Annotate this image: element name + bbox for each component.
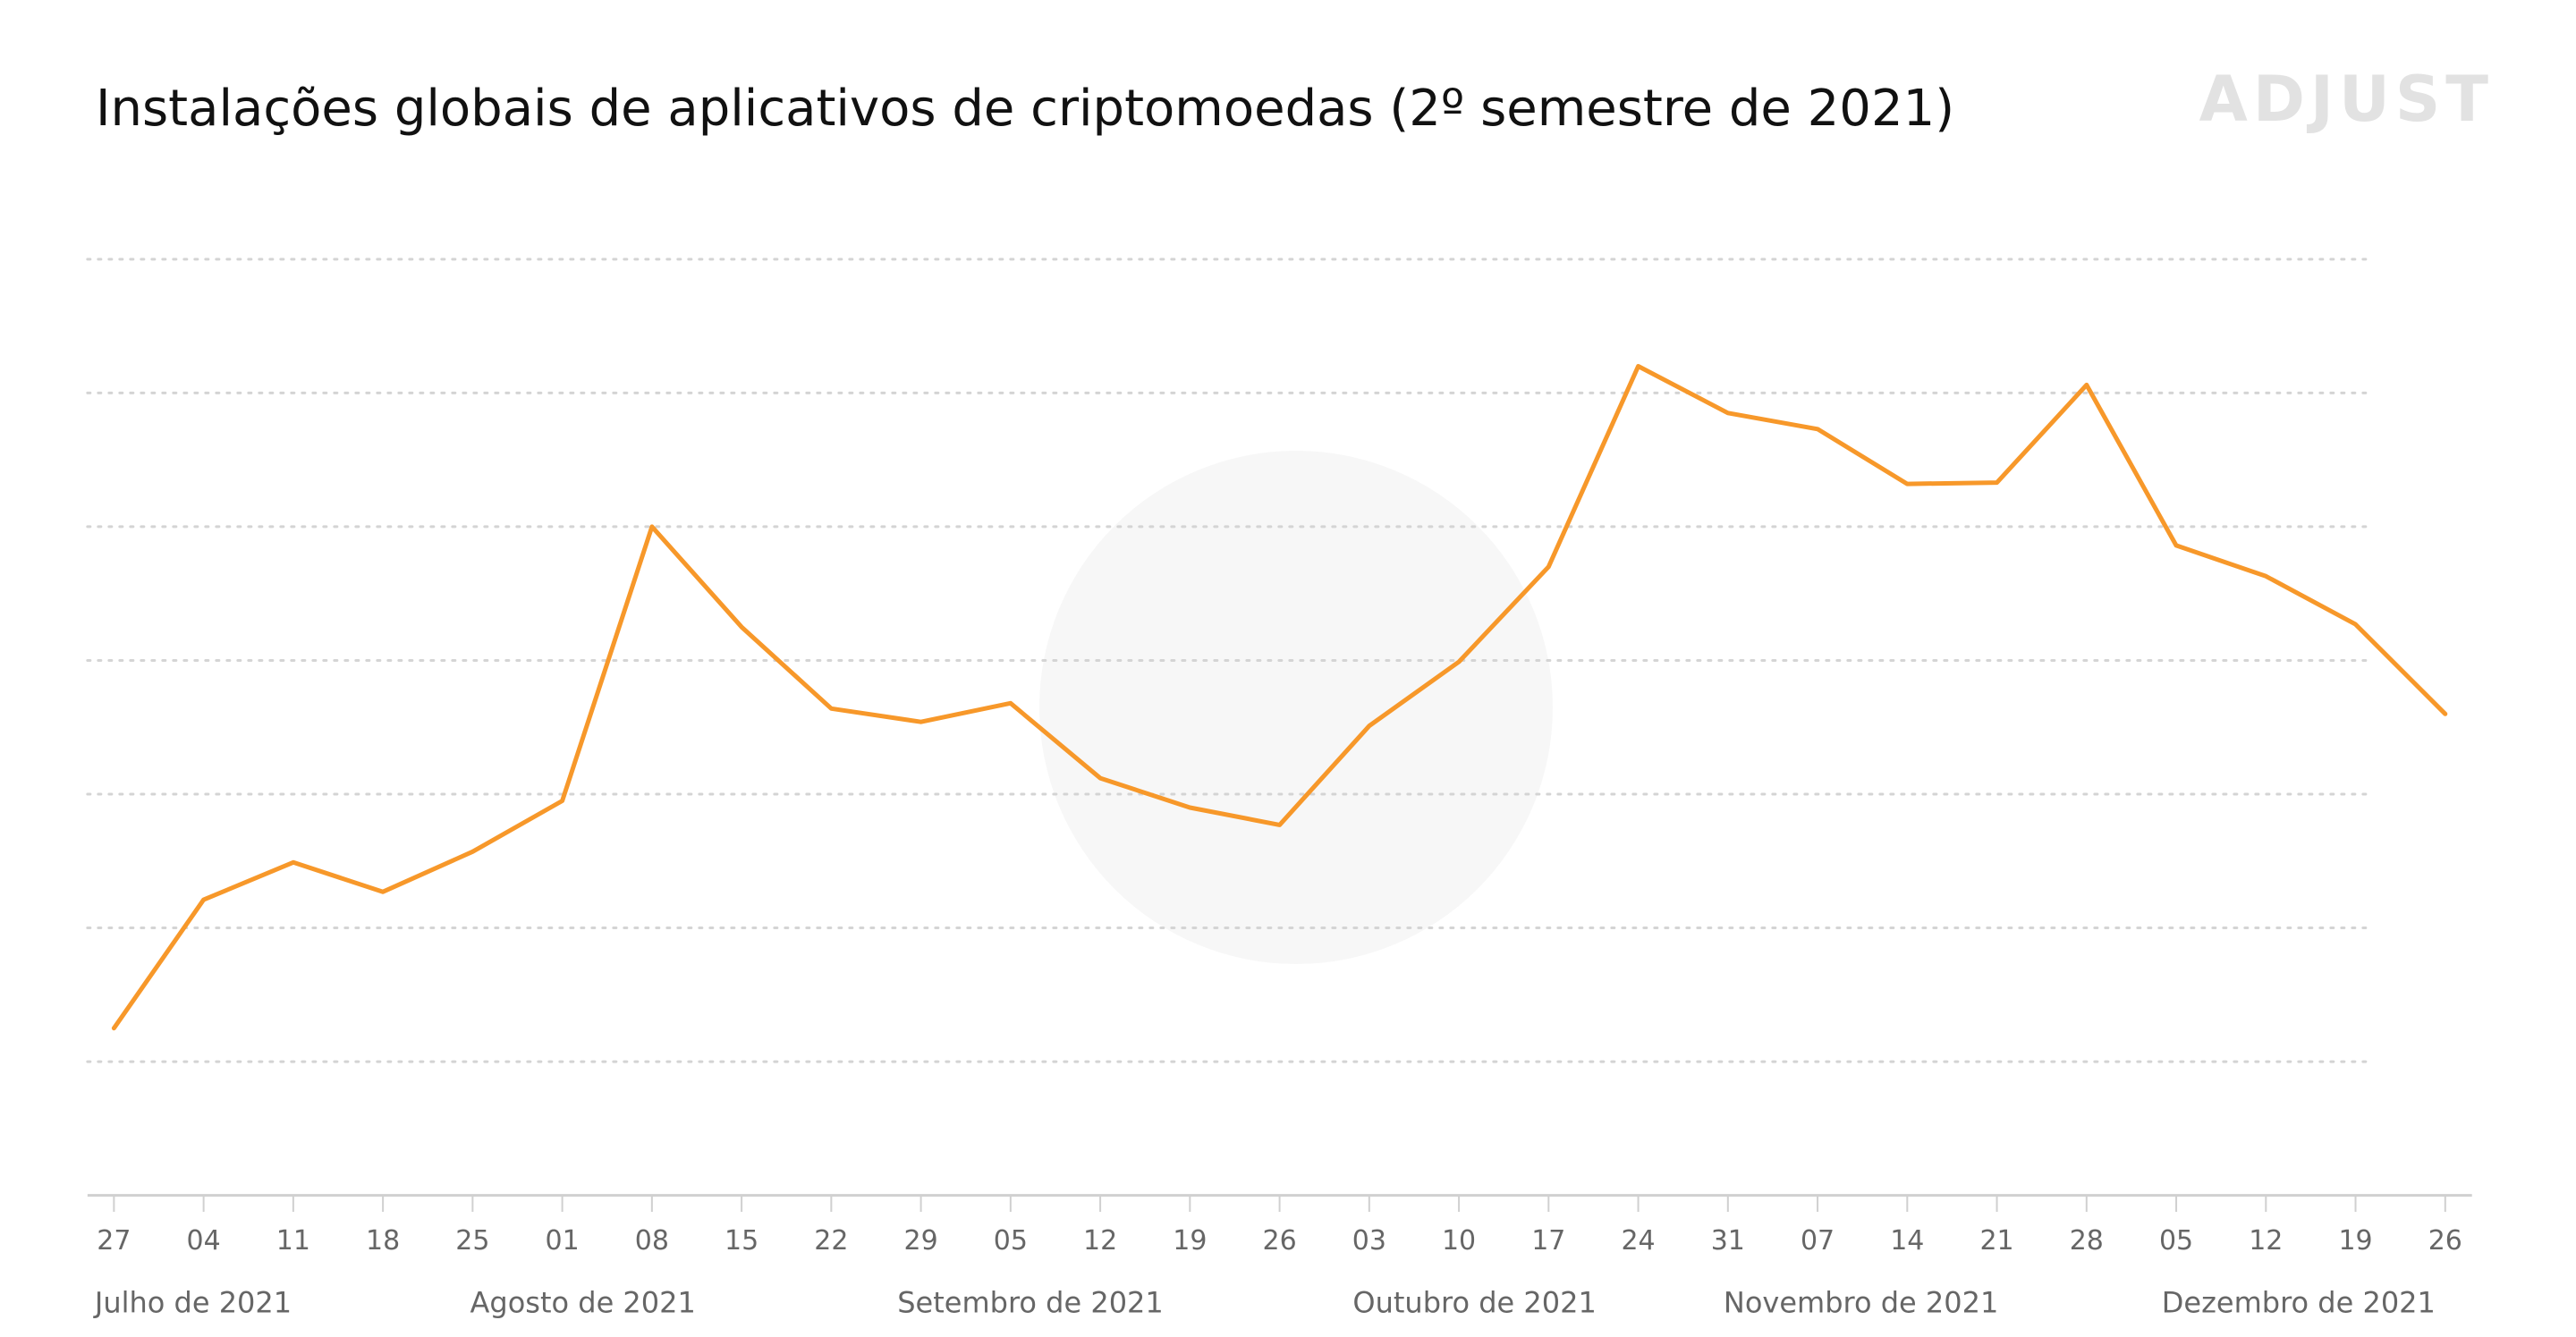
x-tick-label: 11 [276,1225,310,1257]
x-tick-label: 05 [994,1225,1028,1257]
month-label: Setembro de 2021 [897,1285,1164,1319]
x-tick-label: 04 [187,1225,221,1257]
x-tick-label: 14 [1890,1225,1924,1257]
month-label: Julho de 2021 [93,1285,292,1319]
x-tick-label: 05 [2159,1225,2193,1257]
x-tick-label: 26 [2428,1225,2462,1257]
month-label: Novembro de 2021 [1724,1285,1998,1319]
x-tick-label: 03 [1352,1225,1386,1257]
x-tick-label: 18 [366,1225,400,1257]
x-tick-label: 01 [546,1225,580,1257]
x-tick-label: 24 [1621,1225,1655,1257]
x-tick-label: 19 [1173,1225,1207,1257]
x-tick-label: 17 [1531,1225,1565,1257]
x-tick-label: 26 [1262,1225,1296,1257]
month-label: Dezembro de 2021 [2162,1285,2436,1319]
x-tick-label: 29 [904,1225,938,1257]
line-series [111,364,2448,1031]
logo: ADJUST [2199,63,2494,136]
month-label: Outubro de 2021 [1352,1285,1596,1319]
x-tick-label: 12 [1083,1225,1117,1257]
x-tick-label: 22 [814,1225,848,1257]
x-tick-label: 19 [2338,1225,2372,1257]
x-tick-label: 27 [97,1225,131,1257]
watermark [1039,451,1553,964]
x-tick-label: 31 [1711,1225,1745,1257]
x-tick-label: 15 [724,1225,758,1257]
chart-title: Instalações globais de aplicativos de cr… [96,80,1954,138]
x-tick-label: 10 [1442,1225,1476,1257]
x-tick-label: 28 [2070,1225,2104,1257]
x-tick-label: 08 [635,1225,669,1257]
x-tick-label: 21 [1979,1225,2013,1257]
x-tick-label: 12 [2249,1225,2283,1257]
x-tick-label: 07 [1801,1225,1835,1257]
x-tick-label: 25 [455,1225,489,1257]
month-label: Agosto de 2021 [470,1285,696,1319]
